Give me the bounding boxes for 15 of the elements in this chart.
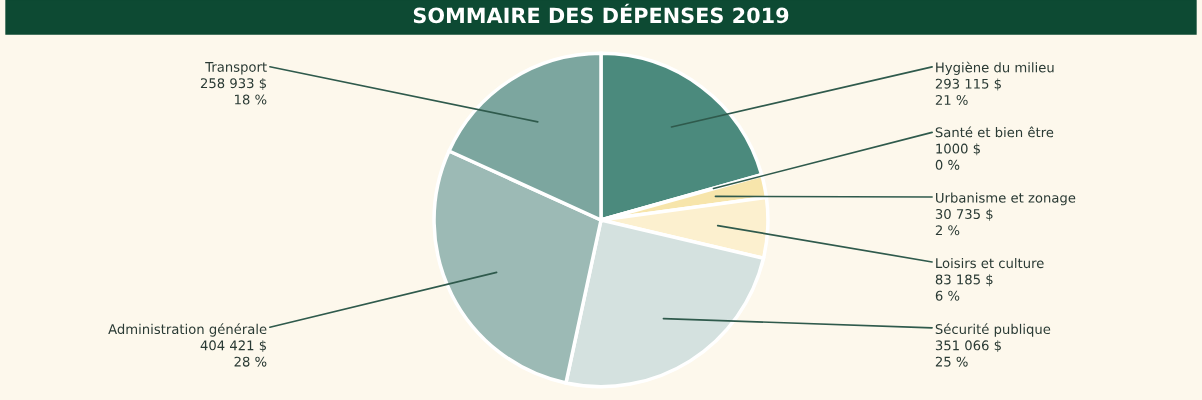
data-label: 258 933 $ 18 %	[200, 77, 267, 105]
chart-title: SOMMAIRE DES DÉPENSES 2019	[413, 3, 789, 24]
slice-label: Loisirs et culture	[936, 257, 1044, 269]
data-label: 1000 $ 0 %	[935, 143, 980, 170]
data-label: 30 735 $ 2 %	[935, 208, 993, 236]
data-label: 83 185 $ 6 %	[935, 274, 993, 301]
slice-label: Hygiène du milieu	[936, 61, 1054, 75]
data-label: 351 066 $ 25 %	[935, 340, 1001, 367]
slice-label: Transport	[205, 62, 267, 75]
slice-label: Santé et bien être	[935, 126, 1054, 138]
slice-label: Sécurité publique	[935, 323, 1051, 337]
data-label: 293 115 $ 21 %	[935, 78, 1001, 105]
slice-label: Administration générale	[108, 323, 267, 337]
data-label: 404 421 $ 28 %	[200, 340, 267, 367]
slice-label: Urbanisme et zonage	[936, 192, 1076, 206]
